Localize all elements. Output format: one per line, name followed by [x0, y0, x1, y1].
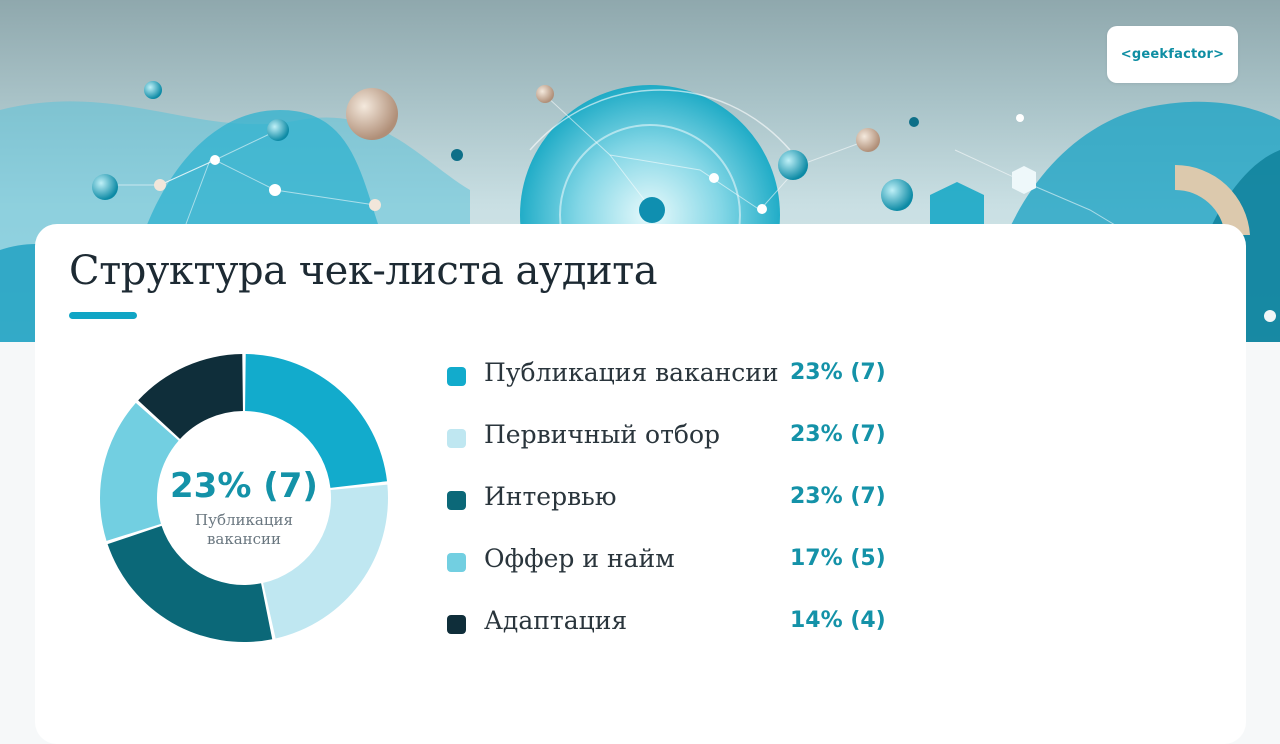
donut-slice-5: [138, 354, 243, 440]
legend-label: Интервью: [484, 482, 617, 511]
legend-item-1: Публикация вакансии 23% (7): [447, 353, 947, 415]
legend-item-4: Оффер и найм 17% (5): [447, 539, 947, 601]
legend-swatch: [447, 491, 466, 510]
page-title: Структура чек-листа аудита: [69, 248, 658, 294]
legend-swatch: [447, 367, 466, 386]
legend-swatch: [447, 429, 466, 448]
donut-center-label: Публикация вакансии: [195, 511, 293, 548]
legend-label: Первичный отбор: [484, 420, 721, 449]
content-card: [35, 224, 1246, 744]
donut-slice-4: [100, 402, 179, 541]
donut-chart: [100, 354, 389, 642]
donut-slice-3: [107, 525, 273, 642]
geekfactor-logo: <geekfactor>: [1107, 26, 1238, 83]
legend-label: Публикация вакансии: [484, 358, 779, 387]
donut-slice-1: [245, 354, 388, 488]
legend-value: 23% (7): [790, 360, 886, 385]
donut-center-value: 23% (7): [170, 466, 318, 506]
legend-swatch: [447, 553, 466, 572]
legend-value: 17% (5): [790, 546, 886, 571]
legend-item-3: Интервью 23% (7): [447, 477, 947, 539]
legend-label: Оффер и найм: [484, 544, 675, 573]
legend-value: 14% (4): [790, 608, 886, 633]
chart-legend: Публикация вакансии 23% (7) Первичный отбо…: [447, 353, 947, 663]
legend-label: Адаптация: [484, 606, 628, 635]
legend-value: 23% (7): [790, 484, 886, 509]
donut-slice-2: [263, 484, 389, 639]
legend-value: 23% (7): [790, 422, 886, 447]
legend-item-5: Адаптация 14% (4): [447, 601, 947, 663]
legend-item-2: Первичный отбор 23% (7): [447, 415, 947, 477]
legend-swatch: [447, 615, 466, 634]
title-underline: [69, 312, 137, 319]
